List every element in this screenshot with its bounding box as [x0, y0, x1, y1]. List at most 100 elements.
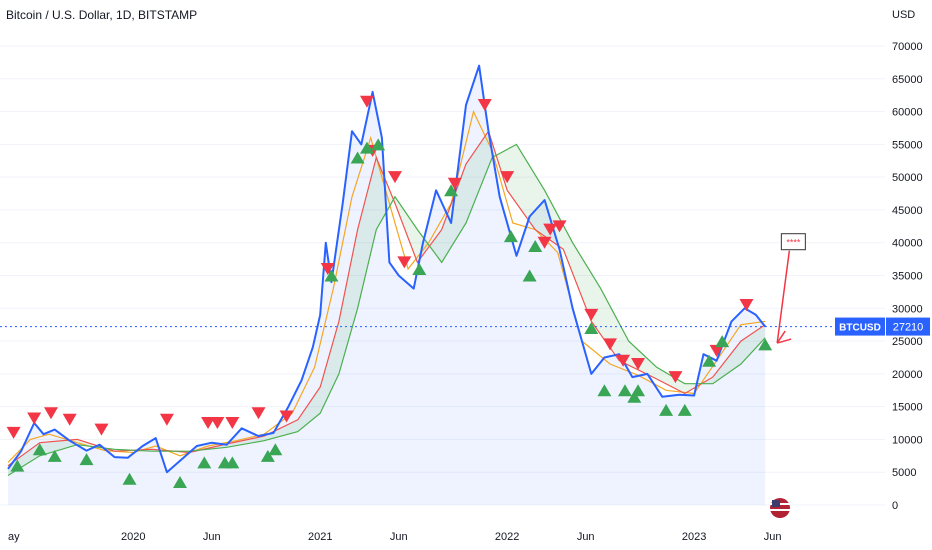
sell-signal-marker [709, 344, 724, 357]
sell-signal-marker [543, 223, 558, 236]
sell-signal-marker [616, 354, 631, 367]
sell-signal-marker [388, 171, 402, 184]
buy-signal-marker [79, 453, 94, 466]
y-tick-label: 60000 [892, 107, 923, 119]
y-tick-label: 0 [892, 500, 898, 512]
y-tick-label: 20000 [892, 369, 923, 381]
sell-signal-marker [279, 410, 294, 423]
buy-signal-marker [173, 476, 187, 489]
symbol-label: BTCUSD [839, 323, 881, 334]
price-line-layer [0, 64, 835, 474]
sell-signal-marker [27, 412, 42, 425]
grid [0, 45, 885, 506]
buy-signal-marker [584, 321, 599, 334]
price-area-fill [8, 65, 766, 505]
y-tick-label: 50000 [892, 172, 923, 184]
sell-signal-marker [225, 417, 240, 430]
buy-signal-marker [503, 230, 518, 243]
buy-signal-marker [715, 335, 730, 348]
buy-signal-marker [32, 443, 47, 456]
buy-signal-marker [268, 443, 283, 456]
sell-signal-marker [201, 417, 216, 430]
y-tick-label: 30000 [892, 303, 923, 315]
slow-ma-line [7, 143, 766, 477]
sell-signal-marker [500, 171, 515, 184]
y-tick-label: 10000 [892, 434, 923, 446]
y-tick-label: 5000 [892, 467, 916, 479]
buy-signal-marker [350, 151, 365, 164]
x-tick-label: Jun [764, 531, 782, 543]
x-tick-label: 2020 [121, 531, 145, 543]
last-price-value: 27210 [893, 322, 924, 334]
buy-signal-marker [197, 456, 212, 469]
x-tick-label: Jun [390, 531, 408, 543]
y-tick-label: 15000 [892, 402, 923, 414]
buy-signal-marker [225, 456, 240, 469]
price-line [7, 64, 766, 474]
x-tick-label: 2021 [308, 531, 332, 543]
sell-signal-marker [584, 308, 599, 321]
annotation-label: **** [786, 238, 801, 248]
y-tick-label: 70000 [892, 41, 923, 53]
sell-signal-marker [631, 358, 646, 371]
sell-signal-marker [603, 338, 617, 351]
buy-signal-marker [617, 384, 632, 397]
axes: USD 0 5000 10000 15000 20000 25000 30000 35000 40… [8, 9, 930, 543]
buy-signal-marker [597, 384, 612, 397]
y-tick-label: 65000 [892, 74, 923, 86]
x-tick-label: Jun [577, 531, 595, 543]
buy-signal-marker [522, 269, 537, 282]
y-tick-label: 55000 [892, 139, 923, 151]
buy-signal-marker [359, 141, 374, 154]
annotation: **** [776, 233, 806, 344]
sell-signal-marker [447, 177, 462, 190]
x-tick-label: 2022 [495, 531, 519, 543]
chart-title: Bitcoin / U.S. Dollar, 1D, BITSTAMP [6, 8, 198, 22]
buy-signal-marker [758, 338, 773, 351]
sell-signal-marker [44, 407, 58, 420]
sell-signal-marker [320, 262, 335, 275]
signal-markers [6, 95, 773, 489]
price-area [8, 65, 766, 505]
sell-signal-marker [397, 256, 412, 269]
buy-signal-marker [47, 449, 62, 462]
y-tick-label: 40000 [892, 238, 923, 250]
y-tick-label: 35000 [892, 271, 923, 283]
y-tick-label: 25000 [892, 336, 923, 348]
buy-signal-marker [702, 354, 717, 367]
annotation-arrowhead [776, 330, 792, 344]
sell-signal-marker [668, 371, 683, 384]
sell-signal-marker [251, 407, 266, 420]
y-tick-label: 45000 [892, 205, 923, 217]
symbol-badge [835, 317, 885, 336]
buy-signal-marker [371, 138, 386, 151]
sell-signal-marker [94, 423, 109, 436]
buy-signal-marker [10, 459, 25, 472]
x-tick-label: 2023 [682, 531, 706, 543]
last-price-badge [886, 317, 930, 336]
x-tick-label: Jun [203, 531, 221, 543]
annotation-arrow [776, 250, 791, 344]
y-axis-unit: USD [892, 9, 915, 21]
sell-signal-marker [62, 413, 77, 426]
buy-signal-marker [122, 472, 137, 485]
buy-signal-marker [412, 262, 427, 275]
sell-signal-marker [6, 426, 21, 439]
buy-signal-marker [677, 403, 692, 416]
buy-signal-marker [260, 449, 275, 462]
buy-signal-marker [324, 269, 339, 282]
sell-signal-marker [210, 417, 225, 430]
sell-signal-marker [739, 299, 754, 312]
sell-signal-marker [537, 236, 552, 249]
flag-canton [772, 500, 780, 507]
flag-stripe [770, 509, 790, 511]
buy-signal-marker [659, 403, 674, 416]
sell-signal-marker [552, 220, 567, 233]
sell-signal-marker [477, 99, 492, 112]
annotation-box [780, 233, 806, 251]
buy-signal-marker [627, 390, 642, 403]
buy-signal-marker [444, 184, 459, 197]
buy-signal-marker [528, 239, 543, 252]
sell-signal-marker [159, 413, 174, 426]
